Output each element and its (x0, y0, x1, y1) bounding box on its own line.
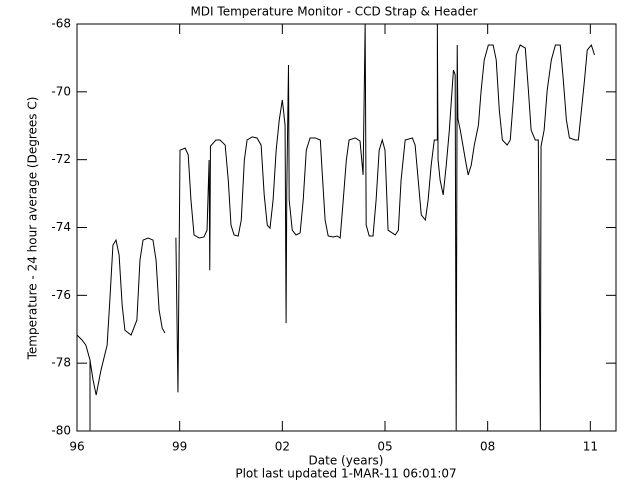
x-tick-label: 11 (583, 440, 598, 454)
y-axis-label: Temperature - 24 hour average (Degrees C… (26, 97, 40, 361)
x-axis-label: Date (years) (309, 454, 384, 468)
y-tick-label: -68 (51, 17, 71, 31)
y-tick-label: -78 (51, 356, 71, 370)
y-tick-label: -80 (51, 424, 71, 438)
x-tick-label: 05 (377, 440, 392, 454)
annotation: Plot last updated 1-MAR-11 06:01:07 (235, 467, 456, 480)
y-tick-label: -74 (51, 220, 71, 234)
y-tick-label: -76 (51, 288, 71, 302)
data-line (76, 23, 595, 431)
x-tick-label: 96 (69, 440, 84, 454)
x-tick-label: 99 (172, 440, 187, 454)
y-tick-label: -72 (51, 152, 71, 166)
x-tick-label: 02 (275, 440, 290, 454)
plot-frame (76, 23, 617, 432)
y-tick-label: -70 (51, 84, 71, 98)
chart-title: MDI Temperature Monitor - CCD Strap & He… (190, 5, 477, 19)
x-tick-label: 08 (480, 440, 495, 454)
